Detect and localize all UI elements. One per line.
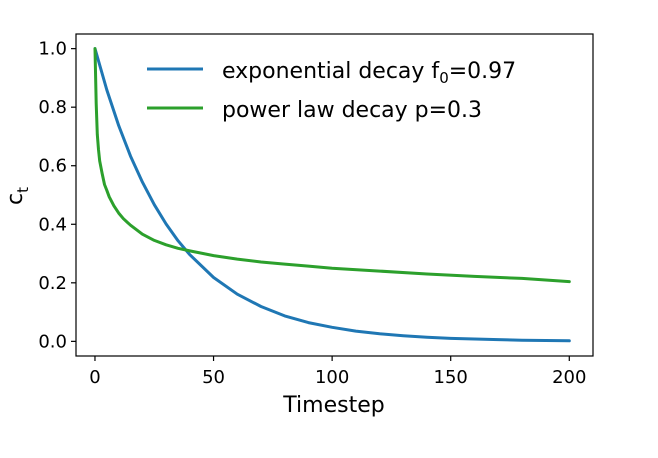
y-tick-label: 0.8	[38, 97, 67, 118]
legend: exponential decay f0=0.97 power law deca…	[147, 59, 516, 123]
legend-label-exponential-tail: =0.97	[449, 59, 516, 84]
legend-label-power-law: power law decay p=0.3	[222, 98, 482, 123]
y-axis-label-main: c	[3, 193, 28, 205]
y-tick-label: 0.2	[38, 273, 67, 294]
x-tick-label: 150	[434, 367, 468, 388]
legend-label-exponential: exponential decay f0=0.97	[222, 59, 516, 87]
y-axis-label-sub: t	[14, 187, 32, 193]
y-axis-label: ct	[3, 187, 32, 205]
legend-label-power-law-main: power law decay p=0.3	[222, 98, 482, 123]
legend-label-exponential-sub: 0	[439, 69, 449, 87]
y-tick-label: 0.0	[38, 331, 67, 352]
y-tick-label: 1.0	[38, 39, 67, 60]
y-tick-label: 0.4	[38, 214, 67, 235]
series-line-power-law-decay	[93, 47, 571, 284]
plot-layer	[93, 47, 571, 343]
x-tick-label: 100	[315, 367, 349, 388]
y-tick-label: 0.6	[38, 156, 67, 177]
x-tick-label: 0	[89, 367, 100, 388]
x-tick-label: 200	[552, 367, 586, 388]
series-line-exponential-decay	[93, 47, 571, 343]
plot-frame	[75, 33, 594, 357]
x-axis-label: Timestep	[282, 393, 384, 418]
legend-label-exponential-main: exponential decay f	[222, 59, 440, 84]
axes-layer: 0 50 100 150 200 0.0 0.2 0.4 0.6 0.8 1.0	[38, 33, 594, 388]
x-tick-label: 50	[202, 367, 225, 388]
